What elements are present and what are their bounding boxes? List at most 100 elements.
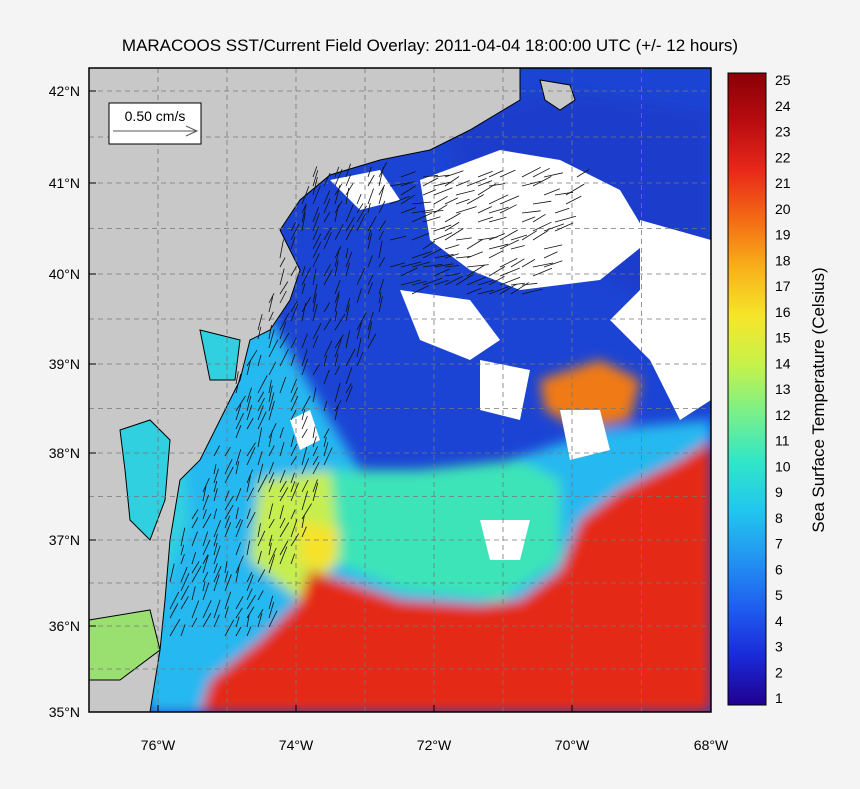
current-vector [323, 172, 331, 187]
current-vector [312, 212, 320, 232]
current-vector [334, 406, 339, 421]
current-vector [334, 313, 346, 331]
current-vector [191, 531, 198, 547]
current-vector [444, 197, 458, 205]
current-vector [257, 411, 267, 430]
current-vector [268, 503, 274, 520]
current-vector [400, 185, 416, 196]
colorbar-tick-label: 19 [775, 227, 791, 243]
current-vector [279, 522, 290, 538]
current-vector [323, 264, 331, 277]
current-vector [235, 616, 240, 628]
current-vector [312, 241, 322, 259]
current-vector [400, 181, 415, 187]
current-vector [180, 573, 190, 592]
map-title: MARACOOS SST/Current Field Overlay: 2011… [121, 36, 739, 55]
current-vector [466, 276, 487, 286]
current-vector [213, 480, 218, 493]
current-vector [367, 229, 372, 241]
current-vector [477, 216, 494, 223]
current-vector [334, 294, 340, 313]
current-vector [510, 245, 525, 250]
current-vector [257, 463, 264, 484]
colorbar [727, 72, 767, 706]
current-vector [411, 280, 427, 286]
current-vector [202, 494, 209, 511]
current-vector [301, 205, 307, 223]
land-mainland [89, 68, 521, 712]
current-vector [433, 181, 450, 187]
current-vector [279, 239, 284, 259]
current-vector [367, 188, 374, 205]
current-vector [246, 387, 252, 403]
current-vector [367, 232, 373, 250]
current-vector [301, 212, 306, 232]
current-vector [378, 166, 384, 187]
current-vector [202, 554, 209, 565]
current-vector [444, 265, 460, 268]
current-vector [235, 607, 243, 619]
current-vector [202, 554, 209, 574]
colorbar-tick-label: 21 [775, 175, 791, 191]
current-vector [235, 488, 242, 502]
current-vector [301, 490, 308, 511]
current-vector [301, 358, 308, 376]
current-vector [455, 256, 471, 259]
lat-label: 38°N [49, 445, 80, 461]
current-vector [422, 248, 442, 259]
current-vector [488, 243, 509, 250]
current-vector [224, 504, 234, 520]
current-vector [268, 293, 275, 304]
current-vector [213, 599, 221, 619]
current-vector [246, 540, 251, 556]
current-vector [488, 170, 503, 178]
current-vector [532, 213, 546, 223]
current-vector [312, 170, 319, 187]
current-vector [378, 296, 383, 313]
map-plot-area [89, 68, 711, 712]
current-vector [466, 287, 482, 295]
current-vector [312, 253, 320, 268]
current-vector [312, 426, 316, 439]
current-vector [213, 445, 220, 457]
current-vector [301, 333, 308, 349]
current-vector [213, 545, 221, 565]
current-vector [290, 387, 298, 403]
current-vector [301, 428, 308, 439]
current-vector [279, 518, 286, 529]
current-vector [246, 606, 255, 619]
current-vector [268, 392, 275, 412]
current-vector [444, 212, 461, 223]
current-vector [279, 281, 289, 295]
current-vector [224, 619, 235, 637]
current-vector [169, 563, 175, 583]
cloud-mask [290, 150, 711, 560]
current-vector [422, 216, 441, 223]
colorbar-tick-label: 24 [775, 98, 791, 114]
current-vector [455, 237, 472, 241]
current-vector [466, 251, 483, 259]
current-vector [268, 361, 277, 376]
current-vector [224, 522, 232, 538]
current-vector [279, 441, 285, 457]
lon-label: 74°W [279, 737, 314, 753]
current-vector [334, 400, 342, 412]
current-vector [532, 221, 552, 232]
land-cape [539, 79, 576, 111]
lat-label: 40°N [49, 266, 80, 282]
current-vector [521, 216, 536, 223]
colorbar-tick-label: 20 [775, 201, 791, 217]
current-vector [345, 330, 351, 349]
current-vector [323, 302, 331, 313]
current-vector [345, 348, 356, 367]
current-vector [400, 261, 422, 268]
current-vector [290, 303, 299, 322]
current-vector [312, 363, 320, 376]
current-vector [246, 475, 251, 493]
current-vector [213, 563, 218, 574]
current-vector [543, 251, 558, 259]
cloud-patch-4 [480, 360, 530, 420]
current-vector [257, 530, 266, 547]
current-vector [411, 209, 434, 214]
current-vector [202, 571, 209, 583]
